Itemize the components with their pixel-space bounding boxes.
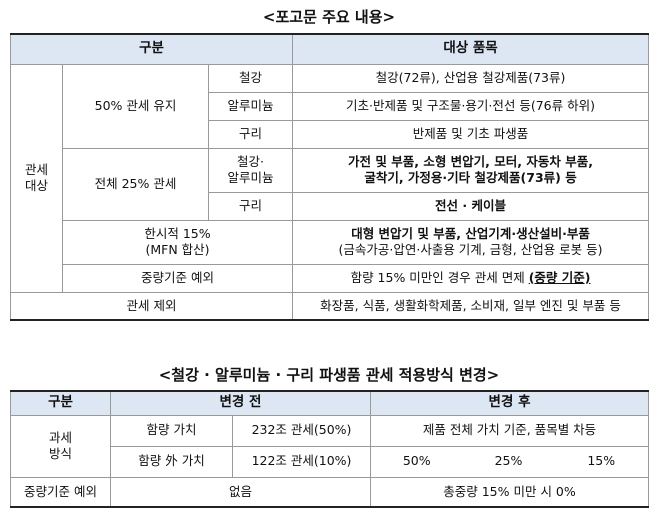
- t2-header-after: 변경 후: [369, 390, 650, 416]
- excluded-items: 화장품, 식품, 생활화학제품, 소비재, 일부 엔진 및 부품 등: [292, 291, 650, 321]
- steel-aluminum-items-line1: 가전 및 부품, 소형 변압기, 모터, 자동차 부품,: [348, 153, 593, 169]
- table2-title: <철강 · 알루미늄 · 구리 파생품 관세 적용방식 변경>: [158, 366, 500, 384]
- steel-label: 철강: [207, 63, 294, 93]
- non-content-value-before: 122조 관세(10%): [232, 445, 371, 478]
- temporary-15-items: 대형 변압기 및 부품, 산업기계·생산설비·부품 (금속가공·압연·사출용 기…: [292, 219, 650, 265]
- temporary-items-line2: (금속가공·압연·사출용 기계, 금형, 산업용 로봇 등): [338, 242, 603, 257]
- temporary-items-line1: 대형 변압기 및 부품, 산업기계·생산설비·부품: [351, 225, 590, 241]
- steel-aluminum-items: 가전 및 부품, 소형 변압기, 모터, 자동차 부품, 굴착기, 가정용·기타…: [292, 147, 650, 193]
- steel-aluminum-label: 철강· 알루미늄: [207, 147, 294, 193]
- rate-25: 25%: [462, 445, 555, 478]
- rate-15: 15%: [554, 445, 650, 478]
- t2-weight-exception-label: 중량기준 예외: [10, 476, 111, 508]
- excluded-label: 관세 제외: [9, 291, 294, 321]
- weight-basis-underlined: (중량 기준): [528, 269, 591, 285]
- copper-25-label: 구리: [207, 191, 294, 221]
- header-category: 구분: [9, 33, 294, 65]
- copper-label: 구리: [207, 119, 294, 149]
- weight-exception-label: 중량기준 예외: [61, 263, 294, 293]
- rate-50: 50%: [370, 445, 463, 478]
- tariff-target-label: 관세 대상: [10, 63, 63, 293]
- t2-header-before: 변경 전: [110, 390, 371, 416]
- taxation-method-label: 과세 방식: [10, 414, 111, 478]
- aluminum-items: 기초·반제품 및 구조물·용기·전선 등(76류 하위): [292, 91, 650, 121]
- non-content-value-label: 함량 外 가치: [110, 445, 233, 478]
- copper-25-items: 전선 · 케이블: [292, 191, 650, 221]
- t2-header-category: 구분: [10, 390, 111, 416]
- content-value-label: 함량 가치: [110, 414, 233, 447]
- header-items: 대상 품목: [292, 33, 650, 65]
- t2-weight-after: 총중량 15% 미만 시 0%: [369, 476, 650, 508]
- weight-exception-items: 함량 15% 미만인 경우 관세 면제 (중량 기준): [292, 263, 650, 293]
- copper-items: 반제품 및 기초 파생품: [292, 119, 650, 149]
- method-change-table: 구분 변경 전 변경 후 과세 방식 함량 가치 232조 관세(50%) 제품…: [10, 390, 650, 508]
- content-value-after: 제품 전체 가치 기준, 품목별 차등: [369, 414, 650, 447]
- steel-items: 철강(72류), 산업용 철강제품(73류): [292, 63, 650, 93]
- full-25-label: 전체 25% 관세: [62, 147, 209, 221]
- t2-weight-before: 없음: [110, 476, 371, 508]
- temporary-15-label: 한시적 15% (MFN 합산): [61, 219, 294, 265]
- table1-title: <포고문 주요 내용>: [262, 8, 396, 26]
- weight-exception-text: 함량 15% 미만인 경우 관세 면제: [350, 269, 529, 285]
- maintain-50-label: 50% 관세 유지: [62, 63, 209, 149]
- aluminum-label: 알루미늄: [207, 91, 294, 121]
- steel-aluminum-items-line2: 굴착기, 가정용·기타 철강제품(73류) 등: [364, 170, 577, 185]
- content-value-before: 232조 관세(50%): [232, 414, 371, 447]
- main-contents-table: 구분 대상 품목 관세 대상 50% 관세 유지 철강 철강(72류), 산업용…: [9, 33, 650, 321]
